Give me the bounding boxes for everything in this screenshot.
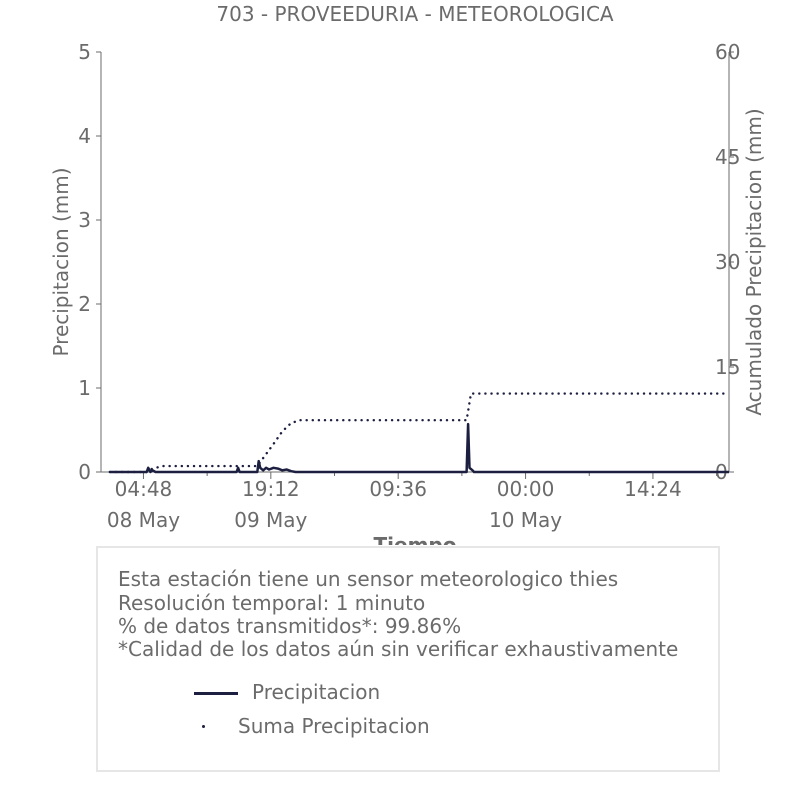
y2-tick-label: 15 bbox=[715, 355, 740, 379]
y-tick-label: 2 bbox=[78, 292, 91, 316]
chart-title: 703 - PROVEEDURIA - METEOROLOGICA bbox=[216, 2, 614, 26]
info-resolution: Resolución temporal: 1 minuto bbox=[118, 591, 426, 615]
info-transmitted: % de datos transmitidos*: 99.86% bbox=[118, 614, 462, 638]
legend-dot-swatch bbox=[202, 725, 205, 728]
y2-tick-label: 60 bbox=[715, 40, 740, 64]
x-date-label: 09 May bbox=[234, 508, 307, 532]
y-tick-label: 5 bbox=[78, 40, 91, 64]
y2-tick-label: 45 bbox=[715, 145, 740, 169]
y2-axis-label: Acumulado Precipitacion (mm) bbox=[742, 108, 766, 415]
x-tick-label: 00:00 bbox=[497, 477, 555, 501]
y2-tick-label: 30 bbox=[715, 250, 740, 274]
series-precipitacion bbox=[109, 422, 729, 474]
y-axis-label: Precipitacion (mm) bbox=[49, 167, 73, 356]
y-tick-label: 1 bbox=[78, 376, 91, 400]
precipitation-chart: 703 - PROVEEDURIA - METEOROLOGICA 012345… bbox=[49, 2, 766, 545]
y-tick-label: 0 bbox=[78, 460, 91, 484]
y-tick-label: 4 bbox=[78, 124, 91, 148]
x-tick-label: 09:36 bbox=[369, 477, 427, 501]
legend-line-swatch bbox=[194, 692, 238, 695]
x-date-label: 08 May bbox=[107, 508, 180, 532]
x-tick-label: 14:24 bbox=[624, 477, 682, 501]
info-legend-box: Esta estación tiene un sensor meteorolog… bbox=[96, 546, 720, 772]
x-date-label: 10 May bbox=[489, 508, 562, 532]
legend-precipitacion: Precipitacion bbox=[252, 680, 381, 704]
info-quality-note: *Calidad de los datos aún sin verificar … bbox=[118, 637, 679, 661]
series-suma-precipitacion bbox=[108, 392, 731, 474]
x-tick-label: 19:12 bbox=[242, 477, 300, 501]
y-tick-label: 3 bbox=[78, 208, 91, 232]
x-axis-label: Tiempo bbox=[374, 533, 457, 545]
x-tick-label: 04:48 bbox=[115, 477, 173, 501]
info-sensor: Esta estación tiene un sensor meteorolog… bbox=[118, 567, 619, 591]
series-layer bbox=[108, 392, 731, 474]
legend-suma-precipitacion: Suma Precipitacion bbox=[238, 714, 430, 738]
